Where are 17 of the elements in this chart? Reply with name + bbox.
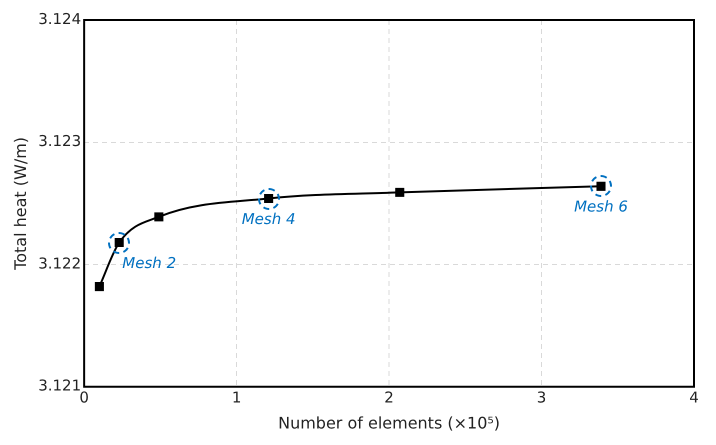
x-tick-label: 1 xyxy=(232,388,242,407)
y-axis-title: Total heat (W/m) xyxy=(10,136,30,271)
y-tick-label: 3.124 xyxy=(38,10,82,28)
x-tick-label: 3 xyxy=(536,388,546,407)
point xyxy=(94,282,104,292)
annotation: Mesh 2 xyxy=(122,254,176,272)
point xyxy=(395,188,404,197)
x-tick-label: 0 xyxy=(79,388,89,407)
x-tick-label: 2 xyxy=(384,388,394,407)
annotation: Mesh 6 xyxy=(574,198,628,216)
y-tick-label: 3.122 xyxy=(38,254,82,272)
y-tick-label: 3.123 xyxy=(38,132,82,150)
annotation: Mesh 4 xyxy=(242,210,296,228)
point xyxy=(154,212,164,222)
x-axis-title: Number of elements (×10⁵) xyxy=(278,414,500,433)
y-tick-label: 3.121 xyxy=(38,376,82,395)
x-tick-label: 4 xyxy=(689,388,699,407)
